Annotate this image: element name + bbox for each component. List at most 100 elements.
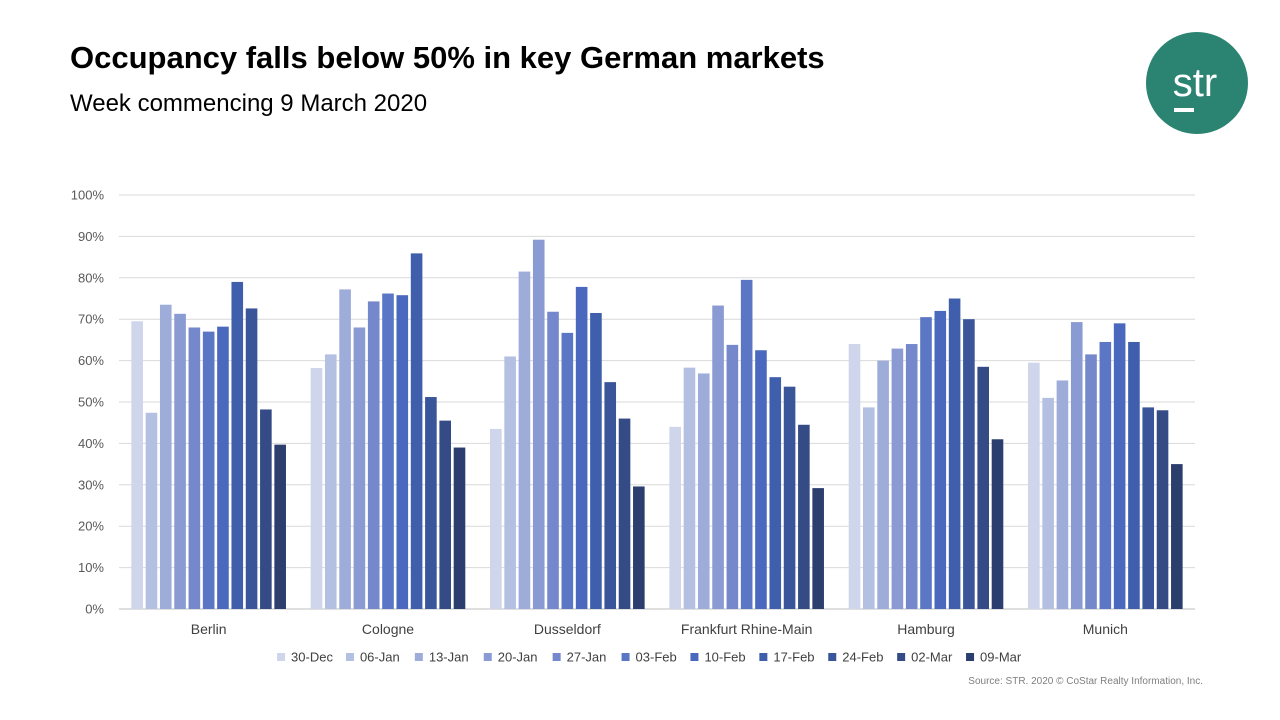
str-logo-text: str [1173, 61, 1217, 105]
bar [812, 488, 824, 609]
bar [439, 420, 451, 609]
legend-swatch [897, 653, 906, 661]
legend-swatch [345, 653, 354, 661]
bar [1042, 397, 1054, 609]
legend-label: 03-Feb [636, 650, 677, 665]
legend-swatch [483, 653, 492, 661]
legend-swatch [690, 653, 699, 661]
legend-swatch [277, 653, 286, 661]
bar [1099, 341, 1112, 609]
bar [991, 439, 1004, 609]
bar [159, 304, 172, 609]
legend-label: 06-Jan [360, 650, 400, 665]
legend-label: 30-Dec [291, 650, 333, 665]
bar [453, 447, 466, 609]
bar [490, 428, 502, 609]
bar [712, 305, 724, 609]
y-tick-label: 100% [71, 188, 105, 203]
bar [1156, 410, 1169, 609]
bar [231, 281, 244, 609]
x-category-label: Cologne [362, 621, 414, 637]
bar [518, 271, 531, 609]
legend-swatch [828, 653, 837, 661]
bar [274, 444, 286, 609]
x-category-label: Hamburg [897, 621, 955, 637]
bar [202, 331, 215, 609]
legend-label: 10-Feb [704, 650, 745, 665]
y-tick-label: 50% [78, 395, 104, 410]
bar [618, 418, 631, 609]
bar [367, 301, 380, 609]
bar [669, 426, 681, 609]
bar [1171, 464, 1183, 609]
bar [1128, 341, 1140, 609]
bar [410, 253, 423, 609]
bar [547, 311, 559, 609]
chart-title: Occupancy falls below 50% in key German … [70, 40, 825, 75]
str-logo-circle [1146, 32, 1248, 134]
bar [382, 293, 394, 609]
bar [188, 327, 201, 609]
y-tick-label: 70% [78, 312, 104, 327]
legend-label: 17-Feb [773, 650, 814, 665]
source-note: Source: STR. 2020 © CoStar Realty Inform… [968, 676, 1203, 687]
bar [769, 377, 782, 609]
bar [260, 409, 272, 609]
bar [339, 289, 351, 609]
bar [396, 295, 409, 609]
bar [532, 239, 545, 609]
bar [783, 386, 796, 609]
bar [325, 354, 337, 609]
bar [174, 313, 186, 609]
bar [425, 397, 437, 609]
bar [561, 332, 574, 609]
bar [633, 486, 645, 609]
bar [697, 373, 710, 609]
y-tick-label: 20% [78, 519, 104, 534]
legend-label: 02-Mar [911, 650, 953, 665]
legend-label: 20-Jan [498, 650, 538, 665]
bar [1113, 323, 1126, 609]
bar [217, 326, 229, 609]
y-tick-label: 40% [78, 436, 104, 451]
bar [726, 344, 739, 609]
bar [920, 317, 932, 609]
bar [1028, 362, 1040, 609]
str-logo: str [1146, 32, 1248, 134]
legend-label: 24-Feb [842, 650, 883, 665]
bar [353, 327, 366, 609]
y-tick-label: 60% [78, 353, 104, 368]
legend-swatch [966, 653, 975, 661]
bar [934, 310, 947, 609]
x-category-label: Dusseldorf [534, 621, 601, 637]
bar [1070, 322, 1083, 609]
x-category-label: Frankfurt Rhine-Main [681, 621, 813, 637]
bar [1142, 407, 1155, 609]
x-category-label: Munich [1083, 621, 1128, 637]
bar [905, 344, 918, 609]
legend-swatch [759, 653, 768, 661]
legend-swatch [552, 653, 561, 661]
bar [848, 344, 861, 609]
bar [877, 360, 889, 609]
bar [245, 308, 258, 609]
bar [504, 356, 516, 609]
bar [590, 312, 602, 609]
y-tick-label: 30% [78, 477, 104, 492]
bar [798, 424, 810, 609]
legend-swatch [621, 653, 630, 661]
bar [131, 321, 143, 609]
y-tick-label: 90% [78, 229, 104, 244]
bar [1085, 354, 1097, 609]
bar [604, 382, 617, 609]
bar [863, 407, 875, 609]
bar [575, 286, 588, 609]
bar [977, 366, 989, 609]
str-logo-underline [1174, 108, 1194, 112]
legend-label: 27-Jan [567, 650, 607, 665]
bar [948, 298, 961, 609]
chart-subtitle: Week commencing 9 March 2020 [70, 90, 428, 117]
legend-label: 09-Mar [980, 650, 1022, 665]
bar [310, 368, 323, 609]
